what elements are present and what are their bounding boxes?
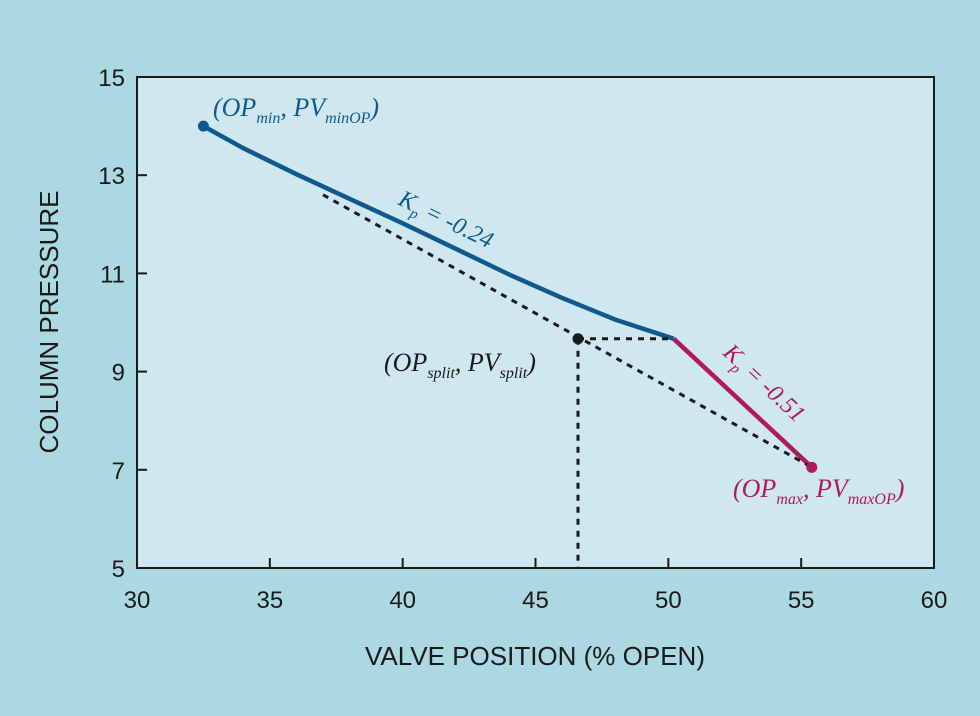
annotation-max-point: (OPmax, PVmaxOP) <box>733 474 904 508</box>
points-layer <box>197 120 818 473</box>
x-tick-label: 50 <box>655 587 682 614</box>
y-tick-label: 7 <box>112 458 125 485</box>
y-tick-label: 5 <box>112 556 125 583</box>
annotation-min-open: (OP <box>213 93 256 122</box>
series-line-split-reference-line <box>322 193 813 469</box>
annotation-max-close: ) <box>894 474 905 503</box>
y-axis-ticks: 15 13 11 9 7 5 <box>98 65 147 583</box>
annotation-split-point: (OPsplit, PVsplit) <box>384 348 536 382</box>
x-tick-label: 35 <box>256 587 283 614</box>
y-tick-label: 9 <box>112 360 125 387</box>
annotation-max-open: (OP <box>733 474 776 503</box>
annotation-split-open: (OP <box>384 348 427 377</box>
annotation-min-mid: , PV <box>280 93 328 122</box>
x-axis-title: VALVE POSITION (% OPEN) <box>365 641 705 671</box>
annotation-max-sub1: max <box>776 491 803 508</box>
annotation-split-sub2: split <box>500 365 528 382</box>
annotation-max-sub2: maxOP <box>848 491 896 508</box>
series-line-kp-0-51-segment <box>672 337 814 469</box>
x-tick-label: 40 <box>389 587 416 614</box>
x-tick-label: 45 <box>522 587 549 614</box>
annotation-split-mid: , PV <box>455 348 503 377</box>
series-layer <box>202 124 814 568</box>
series-line-kp-0-24-segment <box>202 124 675 341</box>
y-tick-label: 15 <box>98 65 125 92</box>
x-tick-label: 55 <box>788 587 815 614</box>
annotation-min-sub1: min <box>256 110 280 127</box>
y-axis-title: COLUMN PRESSURE <box>34 191 64 454</box>
x-axis-ticks: 30 35 40 45 50 55 60 <box>124 558 948 614</box>
annotation-min-sub2: minOP <box>325 110 371 127</box>
x-tick-label: 30 <box>124 587 151 614</box>
annotation-max-mid: , PV <box>803 474 851 503</box>
y-tick-label: 13 <box>98 163 125 190</box>
data-point-max <box>806 461 818 473</box>
annotation-split-close: ) <box>525 348 536 377</box>
annotation-split-sub1: split <box>427 365 455 382</box>
annotation-min-close: ) <box>368 93 379 122</box>
annotation-min-point: (OPmin, PVminOP) <box>213 93 379 127</box>
data-point-min <box>197 120 209 132</box>
data-point-split <box>572 333 584 345</box>
y-tick-label: 11 <box>100 261 125 288</box>
x-tick-label: 60 <box>921 587 948 614</box>
